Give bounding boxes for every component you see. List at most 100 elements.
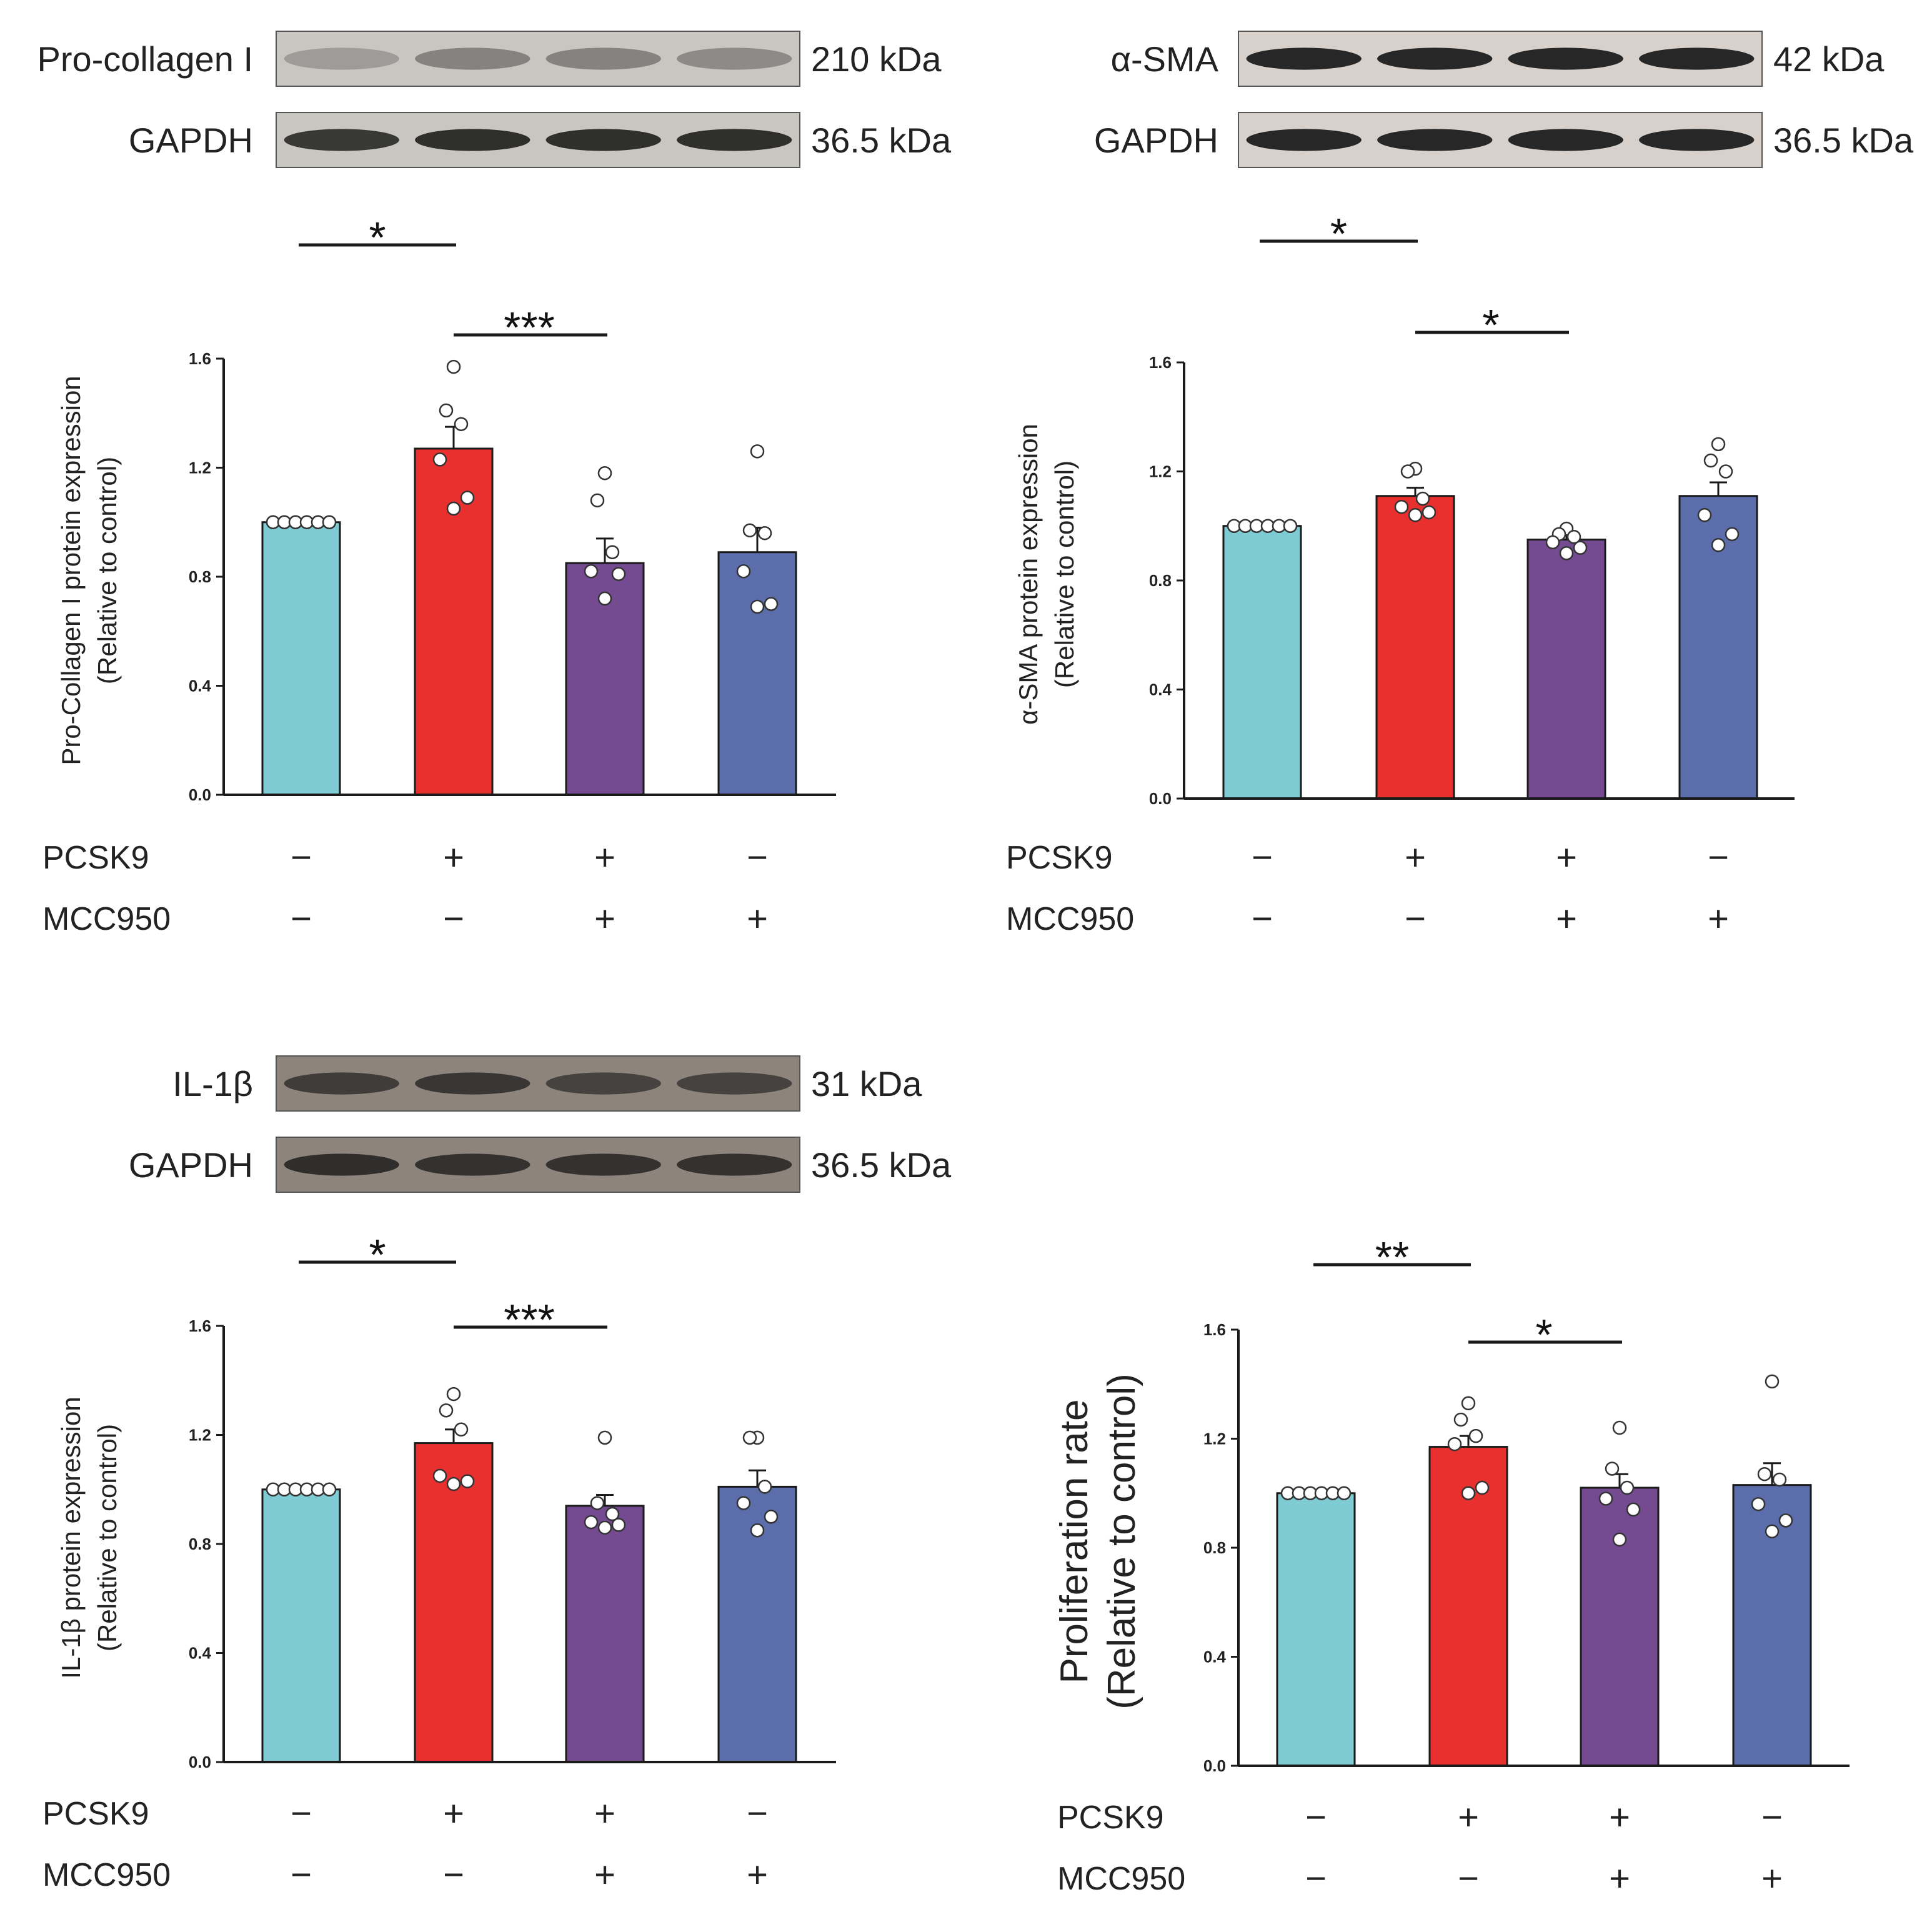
blot-band xyxy=(415,1153,530,1176)
data-point xyxy=(736,564,751,579)
y-tick-label: 1.6 xyxy=(189,1317,211,1335)
data-point xyxy=(1598,1491,1613,1506)
y-axis-label: Pro-Collagen I protein expression xyxy=(56,376,86,765)
bar xyxy=(261,521,341,796)
blot-size-label: 36.5 kDa xyxy=(811,121,952,160)
significance-label: * xyxy=(1330,209,1347,258)
data-point xyxy=(1475,1480,1490,1495)
condition-sign: − xyxy=(1405,899,1426,939)
condition-row-label: PCSK9 xyxy=(42,840,149,876)
data-point xyxy=(584,564,599,579)
blot-row: GAPDH 36.5 kDa xyxy=(129,1137,952,1193)
y-axis-label: α-SMA protein expression xyxy=(1013,424,1043,725)
condition-sign: + xyxy=(1556,899,1577,939)
y-tick-label: 0.0 xyxy=(189,1753,211,1771)
y-tick-label: 0.0 xyxy=(1149,789,1172,808)
bar xyxy=(261,1488,341,1763)
blot-band xyxy=(1639,47,1755,70)
blot-band xyxy=(415,47,530,70)
blot-band xyxy=(677,1153,792,1176)
condition-sign: − xyxy=(747,837,768,878)
condition-sign: + xyxy=(1609,1797,1630,1838)
data-point xyxy=(1400,464,1415,479)
significance-label: * xyxy=(1482,301,1499,349)
data-point xyxy=(611,567,626,581)
blot-band xyxy=(284,47,399,70)
y-tick-label: 1.2 xyxy=(189,459,211,477)
data-point xyxy=(1566,529,1581,544)
data-point xyxy=(446,501,461,516)
data-point xyxy=(1772,1472,1787,1487)
condition-row-label: MCC950 xyxy=(42,901,171,937)
data-point xyxy=(750,1523,765,1538)
data-point xyxy=(322,515,337,529)
blot-panel-C: IL-1β 31 kDa GAPDH 36.5 kDa xyxy=(129,1055,952,1193)
blot-band xyxy=(545,1072,661,1095)
data-point xyxy=(446,1387,461,1402)
data-point xyxy=(750,599,765,614)
data-point xyxy=(1408,508,1423,522)
condition-sign: + xyxy=(747,1855,768,1895)
data-point xyxy=(1711,437,1726,452)
condition-sign: − xyxy=(443,1855,464,1895)
data-point xyxy=(584,1515,599,1530)
bar xyxy=(1375,495,1455,800)
blot-protein-label: Pro-collagen I xyxy=(37,39,253,79)
condition-row-label: MCC950 xyxy=(1006,901,1134,937)
bar xyxy=(414,447,494,796)
condition-sign: − xyxy=(1761,1797,1783,1838)
condition-row-label: PCSK9 xyxy=(1006,840,1113,876)
y-tick-label: 0.8 xyxy=(1203,1538,1226,1557)
blot-size-label: 36.5 kDa xyxy=(811,1145,952,1185)
condition-sign: − xyxy=(1305,1858,1327,1899)
condition-sign: + xyxy=(1761,1858,1783,1899)
significance-label: ** xyxy=(1375,1233,1409,1282)
data-point xyxy=(742,523,757,538)
bar-chart-B: 0.0 0.4 0.8 1.2 1.6 α-SMA protein expression(… xyxy=(1006,209,1795,939)
y-tick-label: 1.2 xyxy=(1203,1430,1226,1448)
blot-band xyxy=(1639,129,1755,151)
y-tick-label: 1.6 xyxy=(189,349,211,368)
y-tick-label: 0.4 xyxy=(189,677,212,695)
data-point xyxy=(597,591,612,606)
significance-label: * xyxy=(1535,1310,1552,1359)
significance-label: * xyxy=(369,213,386,262)
condition-sign: + xyxy=(1405,837,1426,878)
condition-sign: − xyxy=(1252,837,1273,878)
data-point xyxy=(1337,1486,1352,1500)
data-point xyxy=(1605,1461,1620,1476)
condition-sign: + xyxy=(1708,899,1729,939)
condition-sign: + xyxy=(443,837,464,878)
y-axis-label: (Relative to control) xyxy=(1050,461,1079,688)
blot-size-label: 36.5 kDa xyxy=(1773,121,1914,160)
data-point xyxy=(1751,1496,1766,1511)
data-point xyxy=(1725,527,1740,542)
blot-band xyxy=(677,129,792,151)
blot-band xyxy=(677,47,792,70)
y-tick-label: 0.4 xyxy=(1203,1648,1227,1666)
y-axis-label: Proliferation rate xyxy=(1053,1400,1096,1684)
condition-sign: + xyxy=(443,1793,464,1834)
y-tick-label: 0.8 xyxy=(189,567,211,586)
y-tick-label: 0.8 xyxy=(189,1535,211,1553)
condition-row-label: PCSK9 xyxy=(1057,1800,1164,1836)
data-point xyxy=(1703,453,1718,468)
data-point xyxy=(460,1474,475,1488)
data-point xyxy=(1559,546,1574,560)
y-tick-label: 0.4 xyxy=(189,1644,212,1663)
blot-panel-A: Pro-collagen I 210 kDa GAPDH 36.5 kDa xyxy=(37,31,952,168)
blot-band xyxy=(284,1153,399,1176)
condition-sign: − xyxy=(291,837,312,878)
condition-sign: − xyxy=(443,899,464,939)
data-point xyxy=(460,490,475,505)
y-axis-label: IL-1β protein expression xyxy=(56,1397,86,1678)
blot-row: α-SMA 42 kDa xyxy=(1111,31,1885,87)
blot-row: GAPDH 36.5 kDa xyxy=(1094,112,1914,168)
data-point xyxy=(597,466,612,480)
data-point xyxy=(1461,1486,1476,1500)
y-tick-label: 0.8 xyxy=(1149,571,1172,590)
data-point xyxy=(1453,1412,1468,1427)
bar-chart-C: 0.0 0.4 0.8 1.2 1.6 IL-1β protein expression(… xyxy=(42,1230,836,1895)
y-axis-label: (Relative to control) xyxy=(1100,1373,1143,1710)
condition-sign: − xyxy=(291,1855,312,1895)
